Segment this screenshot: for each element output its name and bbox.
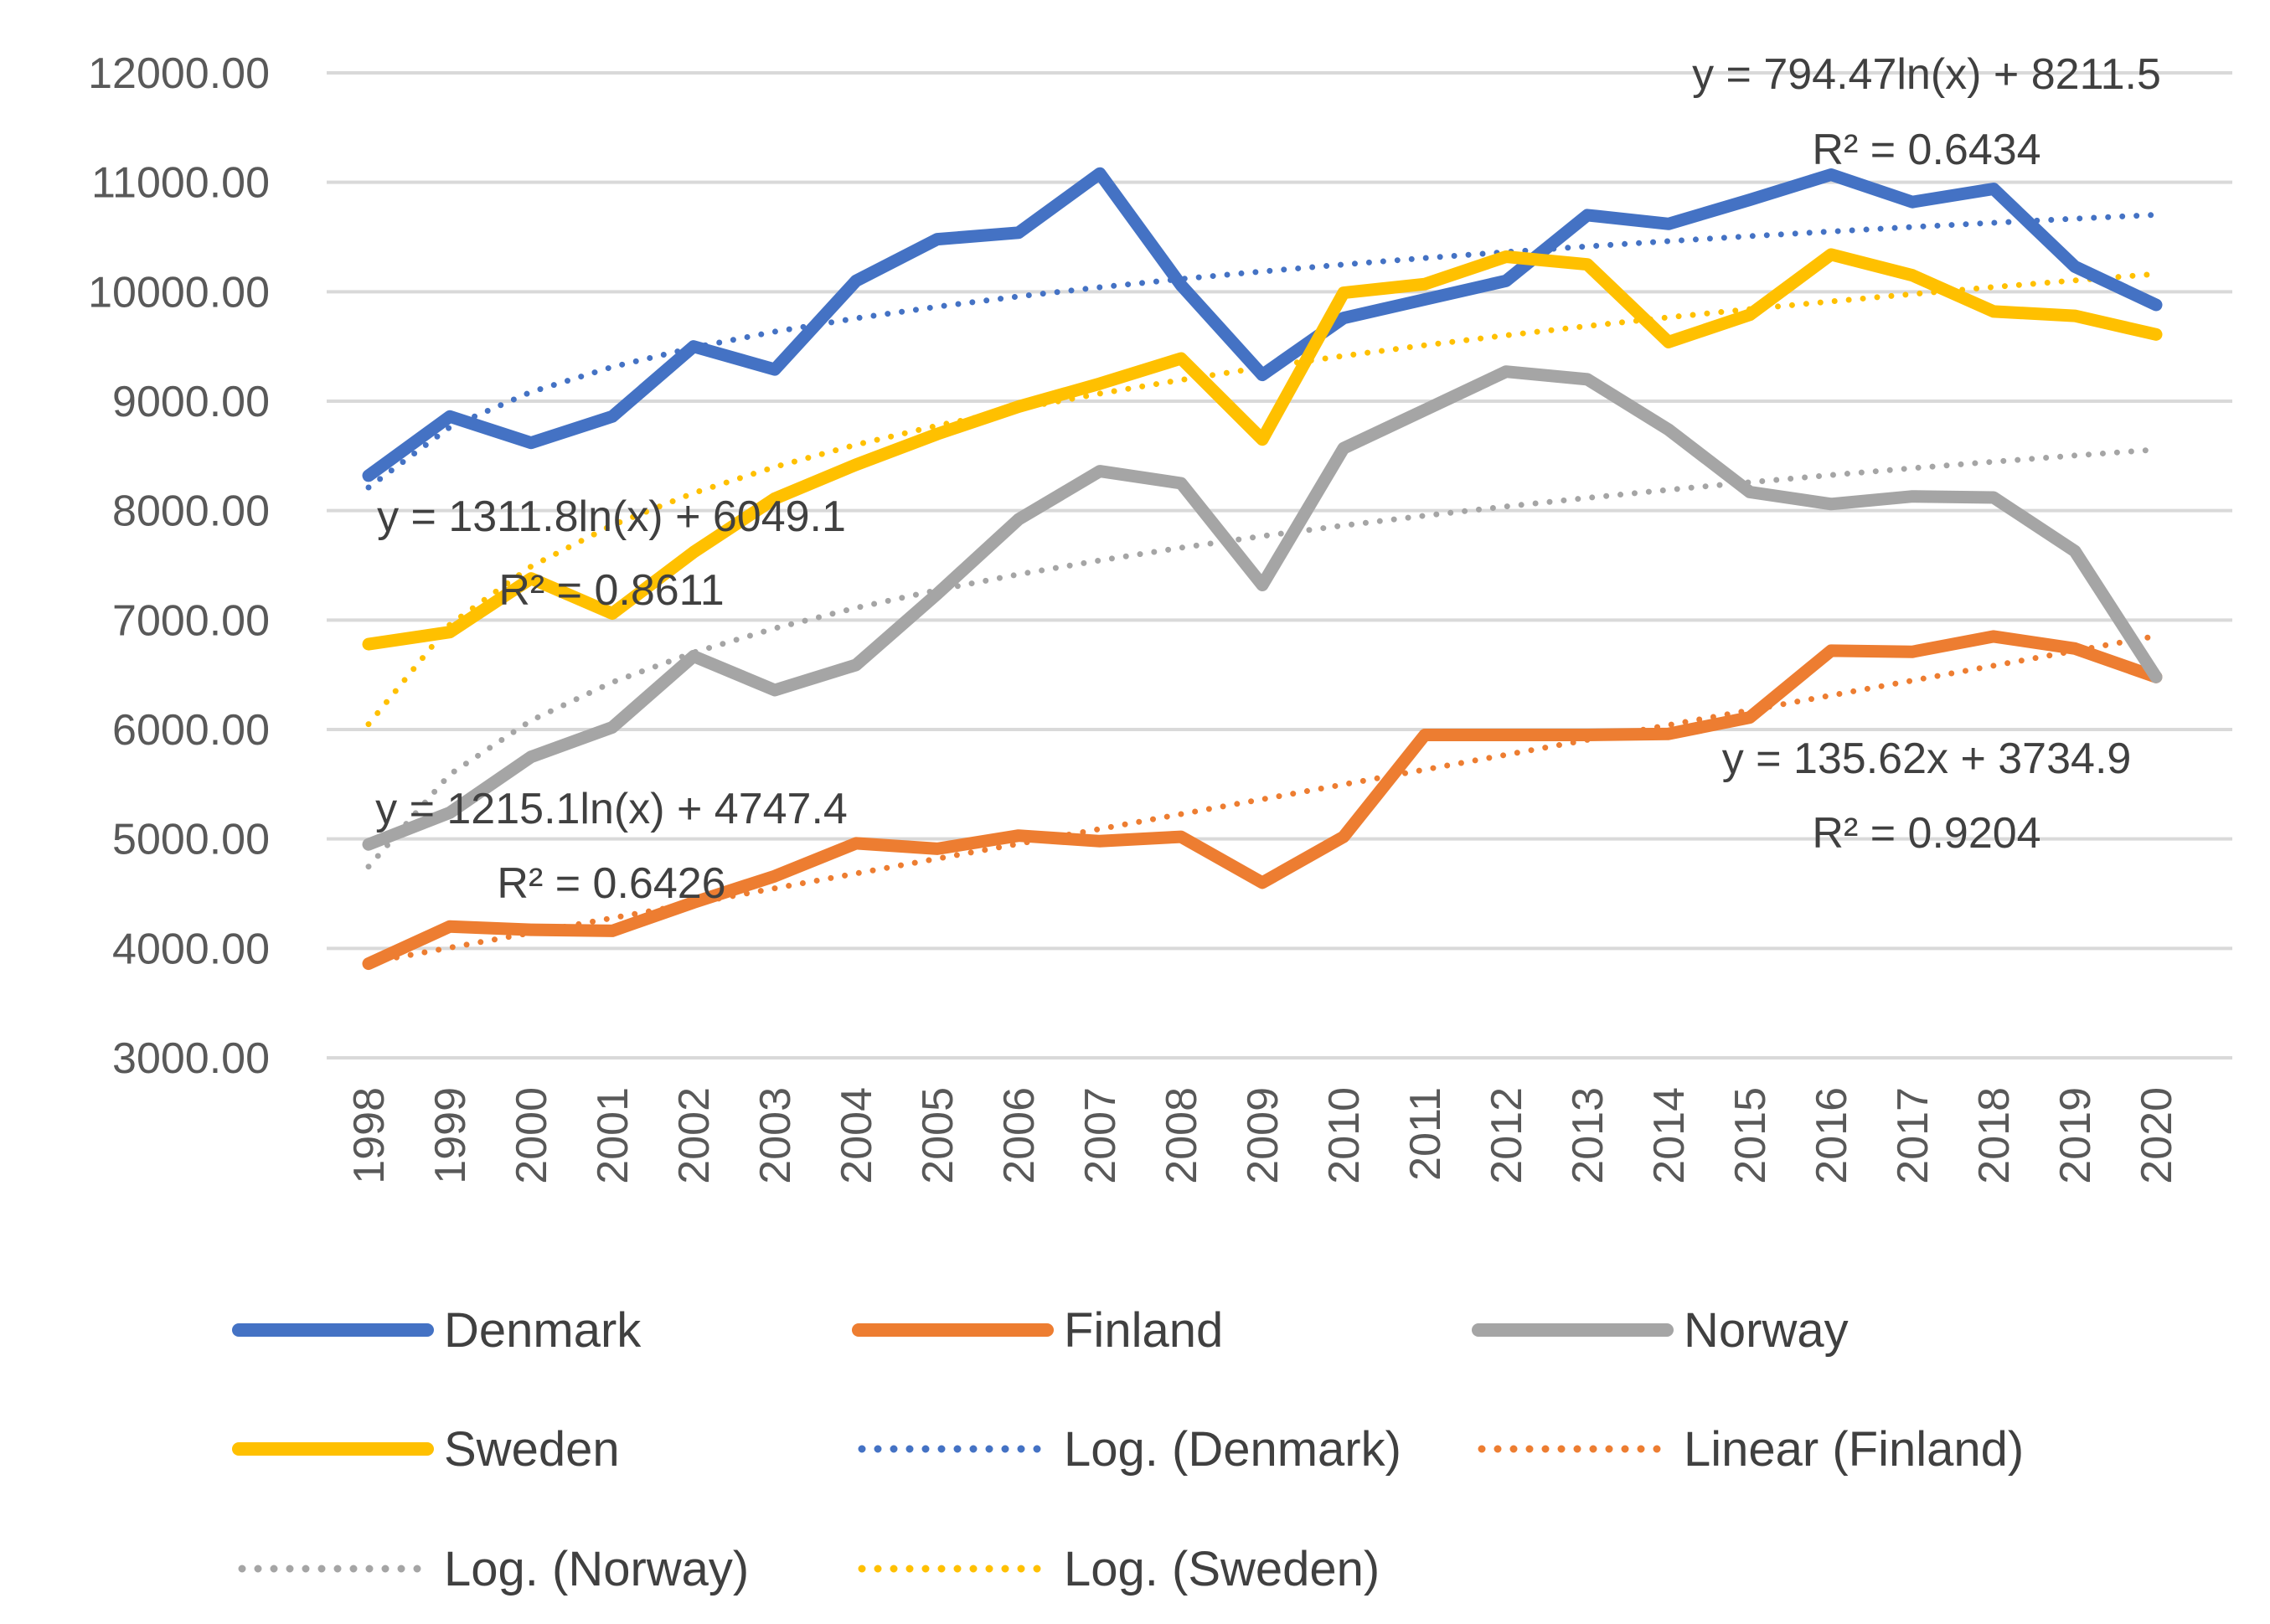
eq-denmark: y = 794.47ln(x) + 8211.5 xyxy=(1692,50,2161,99)
y-tick-label: 4000.00 xyxy=(112,925,270,973)
x-tick-label: 2010 xyxy=(1320,1087,1369,1184)
legend-item-log-norway: Log. (Norway) xyxy=(238,1542,749,1596)
x-tick-label: 2020 xyxy=(2133,1087,2181,1184)
trendline-log-norway xyxy=(365,446,2159,870)
y-tick-label: 7000.00 xyxy=(112,596,270,645)
trendline-equations: y = 794.47ln(x) + 8211.5 R² = 0.6434 y =… xyxy=(375,50,2161,908)
x-tick-label: 2008 xyxy=(1158,1087,1206,1184)
x-tick-label: 2001 xyxy=(589,1087,637,1184)
y-tick-label: 5000.00 xyxy=(112,816,270,864)
x-tick-label: 2015 xyxy=(1726,1087,1775,1184)
legend-label: Finland xyxy=(1064,1303,1223,1358)
y-tick-label: 6000.00 xyxy=(112,706,270,755)
legend-item-denmark: Denmark xyxy=(232,1303,642,1358)
x-tick-label: 2004 xyxy=(833,1087,881,1184)
x-tick-label: 2012 xyxy=(1483,1087,1531,1184)
x-tick-label: 2009 xyxy=(1239,1087,1287,1184)
r2-finland: R² = 0.9204 xyxy=(1812,809,2040,858)
y-tick-label: 8000.00 xyxy=(112,487,270,536)
series-line-denmark xyxy=(362,167,2163,482)
x-tick-label: 2003 xyxy=(751,1087,800,1184)
r2-denmark: R² = 0.6434 xyxy=(1812,126,2040,174)
legend: Denmark Finland Norway Sweden Log. (Denmark)… xyxy=(232,1303,2024,1596)
x-tick-label: 2002 xyxy=(670,1087,719,1184)
y-tick-label: 11000.00 xyxy=(91,159,270,208)
legend-item-linear-finland: Linear (Finland) xyxy=(1478,1422,2024,1477)
x-tick-label: 2013 xyxy=(1564,1087,1612,1184)
legend-item-log-denmark: Log. (Denmark) xyxy=(858,1422,1401,1477)
trendline-log-denmark xyxy=(365,212,2159,491)
legend-label: Log. (Norway) xyxy=(444,1542,749,1596)
r2-norway: R² = 0.6426 xyxy=(497,859,725,908)
x-tick-label: 2014 xyxy=(1645,1087,1694,1184)
eq-finland: y = 135.62x + 3734.9 xyxy=(1722,735,2132,783)
x-tick-label: 2018 xyxy=(1970,1087,2019,1184)
y-tick-label: 12000.00 xyxy=(88,49,270,98)
eq-sweden: y = 1311.8ln(x) + 6049.1 xyxy=(377,492,846,541)
trendlines xyxy=(365,212,2159,966)
legend-item-sweden: Sweden xyxy=(232,1422,620,1477)
legend-label: Log. (Sweden) xyxy=(1064,1542,1380,1596)
x-tick-label: 2007 xyxy=(1076,1087,1125,1184)
legend-label: Log. (Denmark) xyxy=(1064,1422,1401,1477)
x-axis: 1998 1999 2000 2001 2002 2003 2004 2005 2006 2007… xyxy=(345,1087,2181,1184)
legend-item-log-sweden: Log. (Sweden) xyxy=(858,1542,1380,1596)
legend-label: Denmark xyxy=(444,1303,642,1358)
y-axis: 3000.00 4000.00 5000.00 6000.00 7000.00 8000.… xyxy=(88,49,270,1083)
y-tick-label: 9000.00 xyxy=(112,378,270,426)
x-tick-label: 2005 xyxy=(914,1087,962,1184)
r2-sweden: R² = 0.8611 xyxy=(498,566,724,615)
y-tick-label: 3000.00 xyxy=(112,1034,270,1083)
series-line-sweden xyxy=(362,248,2163,651)
legend-label: Norway xyxy=(1684,1303,1849,1358)
legend-item-finland: Finland xyxy=(852,1303,1223,1358)
series-line-finland xyxy=(362,630,2163,971)
x-tick-label: 2011 xyxy=(1401,1087,1450,1181)
x-tick-label: 2016 xyxy=(1808,1087,1856,1184)
x-tick-label: 1999 xyxy=(426,1087,475,1184)
x-tick-label: 2017 xyxy=(1889,1087,1937,1184)
trendline-linear-finland xyxy=(365,632,2159,966)
legend-label: Sweden xyxy=(444,1422,620,1477)
x-tick-label: 1998 xyxy=(345,1087,394,1184)
x-tick-label: 2006 xyxy=(995,1087,1044,1184)
y-tick-label: 10000.00 xyxy=(88,268,270,317)
series-lines xyxy=(362,167,2163,971)
eq-norway: y = 1215.1ln(x) + 4747.4 xyxy=(375,785,848,833)
x-tick-label: 2019 xyxy=(2051,1087,2100,1184)
x-tick-label: 2000 xyxy=(508,1087,556,1184)
legend-item-norway: Norway xyxy=(1472,1303,1849,1358)
legend-label: Linear (Finland) xyxy=(1684,1422,2024,1477)
series-line-norway xyxy=(362,365,2163,851)
